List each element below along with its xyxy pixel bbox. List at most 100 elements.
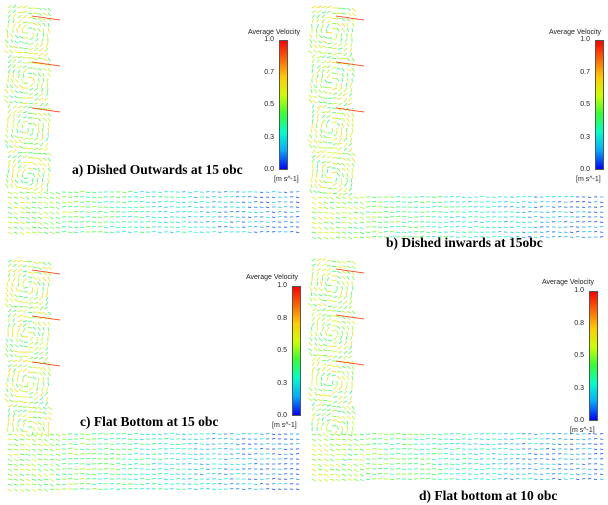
velocity-vector: [345, 82, 348, 88]
velocity-vector: [308, 348, 313, 352]
velocity-vector: [557, 432, 562, 435]
velocity-vector: [383, 211, 389, 213]
velocity-vector: [34, 137, 39, 141]
velocity-vector: [295, 201, 300, 203]
velocity-vector: [455, 220, 460, 223]
velocity-vector: [377, 473, 383, 475]
velocity-vector: [18, 91, 24, 94]
velocity-vector: [103, 467, 109, 470]
velocity-vector: [310, 331, 313, 337]
velocity-vector: [313, 44, 318, 49]
velocity-vector: [7, 488, 13, 493]
velocity-vector: [431, 473, 437, 476]
velocity-vector: [47, 366, 51, 372]
velocity-vector: [351, 122, 354, 128]
velocity-vector: [545, 443, 550, 445]
velocity-vector: [314, 128, 318, 134]
velocity-vector: [61, 205, 67, 208]
velocity-vector: [61, 473, 67, 475]
velocity-vector: [329, 201, 335, 204]
velocity-vector: [349, 82, 353, 88]
velocity-vector: [217, 478, 222, 481]
velocity-vector: [157, 458, 163, 461]
velocity-vector: [353, 433, 359, 436]
velocity-vector: [223, 473, 228, 476]
velocity-vector: [341, 375, 345, 381]
velocity-vector: [321, 408, 326, 412]
velocity-vector: [331, 410, 338, 412]
velocity-vector: [11, 173, 14, 179]
velocity-vector: [157, 216, 162, 219]
velocity-vector: [341, 152, 347, 155]
velocity-vector: [599, 433, 604, 435]
velocity-vector: [37, 172, 41, 178]
velocity-vector: [336, 310, 342, 312]
velocity-vector: [310, 183, 313, 189]
velocity-vector: [37, 57, 43, 60]
velocity-vector: [351, 112, 355, 118]
velocity-vector: [73, 458, 79, 460]
velocity-vector: [283, 448, 288, 451]
velocity-vector: [485, 200, 490, 203]
velocity-vector: [309, 43, 313, 49]
velocity-vector: [295, 443, 300, 445]
velocity-vector: [551, 438, 556, 441]
velocity-vector: [329, 221, 334, 225]
velocity-vector: [211, 201, 216, 203]
tick-label: 0.5: [574, 352, 584, 359]
velocity-vector: [321, 412, 326, 417]
velocity-vector: [316, 59, 320, 64]
velocity-vector: [527, 442, 532, 445]
velocity-vector: [425, 235, 431, 238]
velocity-vector: [5, 178, 9, 184]
velocity-vector: [79, 442, 85, 445]
velocity-vector: [545, 448, 550, 450]
velocity-vector: [49, 206, 55, 209]
velocity-vector: [295, 210, 300, 213]
velocity-vector: [34, 346, 39, 351]
velocity-vector: [437, 226, 442, 229]
velocity-vector: [13, 139, 19, 144]
velocity-vector: [157, 196, 163, 198]
velocity-vector: [25, 216, 30, 220]
velocity-vector: [326, 55, 331, 59]
velocity-vector: [317, 201, 323, 205]
velocity-vector: [337, 97, 343, 100]
velocity-vector: [35, 42, 39, 48]
velocity-vector: [461, 478, 466, 481]
velocity-vector: [331, 77, 337, 79]
velocity-vector: [277, 482, 282, 485]
velocity-vector: [539, 231, 544, 233]
velocity-vector-field: [4, 259, 300, 493]
velocity-vector: [503, 226, 508, 228]
velocity-vector: [37, 421, 42, 426]
velocity-vector: [311, 109, 315, 114]
velocity-vector: [247, 201, 252, 203]
velocity-vector: [33, 52, 39, 55]
velocity-vector: [42, 326, 45, 332]
velocity-vector: [353, 231, 359, 234]
velocity-vector: [175, 221, 180, 224]
velocity-vector: [22, 116, 28, 119]
velocity-vector: [133, 458, 139, 460]
velocity-vector: [326, 73, 330, 79]
velocity-vector: [307, 139, 313, 144]
velocity-vector: [23, 142, 29, 145]
velocity-vector: [17, 51, 24, 54]
velocity-vector: [241, 463, 246, 465]
velocity-vector: [28, 346, 34, 349]
velocity-vector: [371, 230, 377, 233]
velocity-vector: [235, 457, 240, 460]
velocity-vector: [312, 304, 318, 307]
velocity-vector: [37, 426, 41, 432]
velocity-vector: [311, 231, 317, 234]
velocity-vector: [533, 478, 538, 480]
velocity-vector: [315, 123, 318, 129]
velocity-vector: [35, 431, 39, 437]
velocity-vector: [315, 172, 318, 179]
velocity-vector: [316, 163, 319, 169]
velocity-vector: [14, 84, 19, 89]
velocity-vector: [44, 306, 49, 310]
velocity-vector: [461, 463, 467, 465]
velocity-vector: [27, 76, 33, 79]
